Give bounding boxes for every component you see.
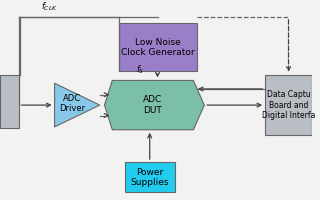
Polygon shape xyxy=(55,83,100,127)
Text: ADC
DUT: ADC DUT xyxy=(142,95,162,115)
Text: Low Noise
Clock Generator: Low Noise Clock Generator xyxy=(121,38,194,57)
FancyBboxPatch shape xyxy=(125,162,175,192)
FancyBboxPatch shape xyxy=(118,23,196,71)
FancyBboxPatch shape xyxy=(265,75,312,135)
FancyBboxPatch shape xyxy=(0,75,19,128)
Polygon shape xyxy=(105,80,204,130)
Text: ADC
Driver: ADC Driver xyxy=(59,94,85,113)
Text: Data Captu
Board and
Digital Interfa: Data Captu Board and Digital Interfa xyxy=(262,90,315,120)
Text: Power
Supplies: Power Supplies xyxy=(131,168,169,187)
Text: $f_S$: $f_S$ xyxy=(136,63,144,76)
Text: $f_{CLK}$: $f_{CLK}$ xyxy=(41,1,57,13)
